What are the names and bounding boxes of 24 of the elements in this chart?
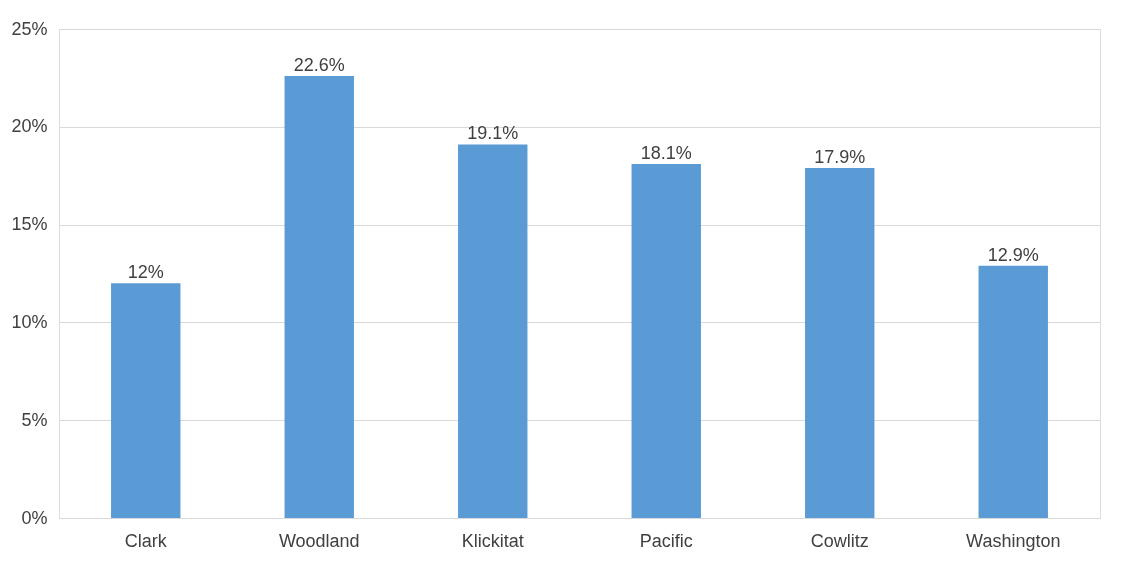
y-tick-label: 5% bbox=[21, 409, 48, 430]
y-tick-label: 25% bbox=[11, 18, 48, 39]
x-tick-label: Woodland bbox=[278, 530, 360, 551]
bar bbox=[111, 283, 181, 518]
y-tick-label: 0% bbox=[21, 507, 48, 528]
x-tick-label: Pacific bbox=[639, 530, 693, 551]
y-tick-label: 15% bbox=[11, 214, 48, 235]
data-label: 12.9% bbox=[987, 244, 1039, 265]
bar bbox=[978, 265, 1048, 518]
x-tick-label: Washington bbox=[966, 530, 1061, 551]
bar bbox=[284, 75, 354, 518]
bar bbox=[631, 163, 701, 518]
y-tick-label: 20% bbox=[11, 116, 48, 137]
data-label: 18.1% bbox=[640, 142, 692, 163]
bar bbox=[805, 167, 875, 518]
data-label: 17.9% bbox=[814, 146, 866, 167]
data-label: 19.1% bbox=[467, 123, 519, 144]
x-tick-label: Clark bbox=[124, 530, 168, 551]
data-label: 22.6% bbox=[293, 54, 345, 75]
x-tick-label: Cowlitz bbox=[810, 530, 869, 551]
bar bbox=[458, 144, 528, 518]
x-tick-label: Klickitat bbox=[461, 530, 524, 551]
y-tick-label: 10% bbox=[11, 311, 48, 332]
data-label: 12% bbox=[127, 262, 164, 283]
